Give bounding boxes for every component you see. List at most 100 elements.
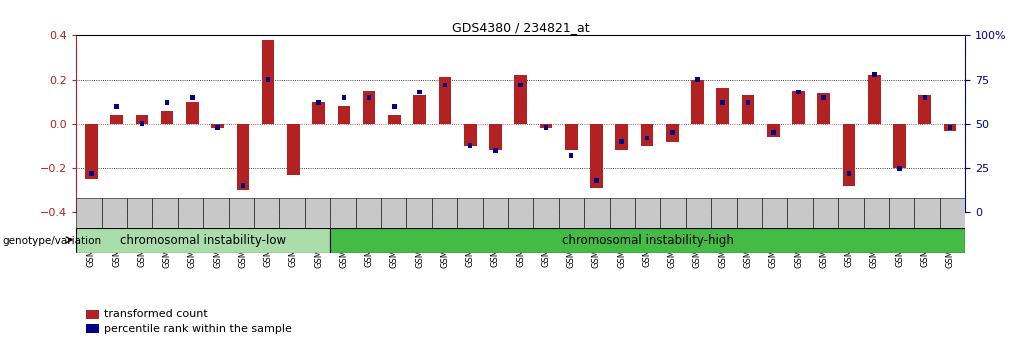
Bar [508,198,533,228]
Bar [432,198,457,228]
Bar [330,228,965,253]
Bar [468,143,472,148]
Bar [367,95,372,100]
Bar [771,130,775,135]
Bar [457,198,483,228]
Bar [923,95,927,100]
Text: transformed count: transformed count [104,309,207,319]
Bar [918,95,931,124]
Text: percentile rank within the sample: percentile rank within the sample [104,324,292,333]
Bar [787,198,813,228]
Bar [211,124,224,128]
Bar [161,110,174,124]
Bar [111,115,123,124]
Bar [533,198,559,228]
Bar [266,77,270,82]
Bar [940,198,965,228]
Bar [838,198,864,228]
Bar [641,124,653,146]
Bar [762,198,787,228]
Bar [695,77,700,82]
Bar [337,106,351,124]
Bar [381,198,406,228]
Bar [237,124,249,190]
Bar [178,198,203,228]
Bar [76,198,102,228]
Bar [262,40,274,124]
Bar [89,171,93,176]
Bar [544,125,549,130]
Bar [483,198,508,228]
Bar [691,80,704,124]
Bar [489,124,502,150]
Bar [165,100,170,105]
Bar [822,95,826,100]
Bar [288,124,300,175]
Bar [312,102,325,124]
Text: chromosomal instability-high: chromosomal instability-high [562,234,734,247]
Bar [215,125,219,130]
Bar [392,104,396,109]
Bar [864,198,889,228]
Bar [716,88,729,124]
Bar [665,124,679,142]
Bar [316,100,321,105]
Bar [292,201,296,206]
Bar [813,198,838,228]
Bar [464,124,477,146]
Bar [914,198,940,228]
Bar [620,139,624,144]
Bar [190,95,195,100]
Bar [893,124,906,168]
Bar [388,115,400,124]
Bar [414,95,426,124]
Bar [792,91,805,124]
Bar [356,198,381,228]
Bar [559,198,584,228]
Bar [443,82,447,87]
Bar [115,104,119,109]
Bar [565,124,577,150]
Bar [363,91,376,124]
Bar [670,130,675,135]
Bar [341,95,346,100]
Bar [330,198,356,228]
Bar [186,102,199,124]
Bar [948,125,952,130]
Bar [584,198,610,228]
Bar [127,198,152,228]
Bar [418,90,422,95]
Bar [539,124,553,128]
Bar [229,198,254,228]
Bar [720,100,725,105]
Bar [746,100,750,105]
Bar [616,124,628,150]
Bar [102,198,127,228]
Bar [135,115,148,124]
Bar [767,124,779,137]
Bar [203,198,229,228]
Bar [406,198,432,228]
Bar [889,198,914,228]
Bar [590,124,602,188]
Bar [241,183,245,188]
Bar [737,198,762,228]
Bar [842,124,855,186]
Bar [76,228,330,253]
Text: chromosomal instability-low: chromosomal instability-low [120,234,287,247]
Bar [944,124,956,131]
Bar [85,124,98,179]
Bar [305,198,330,228]
Bar [518,82,523,87]
Bar [152,198,178,228]
Bar [742,95,754,124]
Text: genotype/variation: genotype/variation [2,236,102,246]
Bar [645,136,649,141]
Title: GDS4380 / 234821_at: GDS4380 / 234821_at [452,21,589,34]
Bar [569,153,573,158]
Bar [818,93,830,124]
Bar [635,198,660,228]
Bar [686,198,711,228]
Bar [797,90,801,95]
Bar [897,166,902,171]
